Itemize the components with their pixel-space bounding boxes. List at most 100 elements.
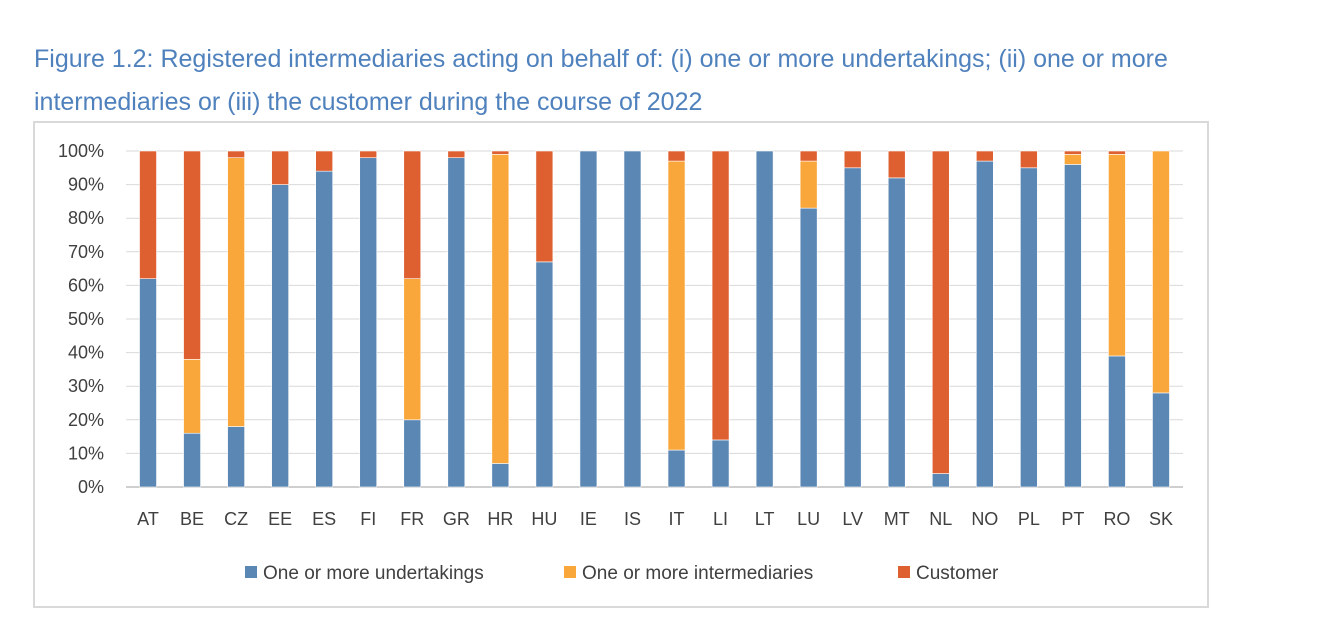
bar-mt-series-3 [887, 150, 906, 179]
bar-pl-series-1 [1020, 167, 1038, 488]
bar-lu-series-1 [799, 207, 818, 488]
y-tick-label: 70% [68, 242, 104, 262]
bar-ro-series-1 [1108, 355, 1126, 488]
bar-ee-series-1 [271, 184, 289, 488]
x-tick-label-it: IT [669, 509, 685, 529]
x-tick-label-cz: CZ [224, 509, 248, 529]
bar-lt-series-1 [755, 150, 774, 488]
bar-lu-series-2 [799, 160, 818, 209]
x-tick-label-pt: PT [1061, 509, 1084, 529]
bar-no-series-1 [976, 160, 994, 488]
x-tick-label-at: AT [137, 509, 159, 529]
bar-sk-series-1 [1152, 392, 1170, 488]
x-tick-label-ie: IE [580, 509, 597, 529]
bar-hu-series-3 [535, 150, 554, 263]
y-tick-label: 30% [68, 376, 104, 396]
bar-ro-series-2 [1108, 154, 1126, 357]
bar-li-series-1 [711, 439, 730, 488]
x-axis-ticks: AT BE CZ EE ES FI FR GR HR HU IE IS IT LI LT LU LV MT NL NO… [137, 509, 1173, 529]
bar-fi-series-1 [359, 157, 378, 488]
bar-lu-series-3 [799, 150, 818, 162]
bar-hu-series-1 [535, 261, 554, 488]
bar-be-series-2 [183, 359, 201, 434]
bar-pt-series-3 [1064, 150, 1082, 155]
legend-swatch [564, 566, 576, 578]
y-tick-label: 60% [68, 275, 104, 295]
x-tick-label-nl: NL [929, 509, 952, 529]
legend-label: One or more intermediaries [582, 563, 813, 584]
bar-nl-series-1 [931, 473, 950, 488]
y-tick-label: 100% [58, 141, 104, 161]
x-tick-label-be: BE [180, 509, 204, 529]
y-tick-label: 40% [68, 343, 104, 363]
x-tick-label-lv: LV [842, 509, 863, 529]
bar-ro-series-3 [1108, 150, 1126, 155]
bar-sk-series-2 [1152, 150, 1170, 394]
bar-hr-series-1 [491, 463, 510, 488]
bar-nl-series-3 [931, 150, 950, 474]
bar-lv-series-3 [843, 150, 862, 169]
bar-es-series-1 [315, 170, 333, 488]
bar-fr-series-1 [403, 419, 422, 488]
bar-it-series-2 [667, 160, 686, 451]
bar-gr-series-3 [447, 150, 466, 159]
bar-cz-series-2 [227, 157, 245, 427]
bar-fi-series-3 [359, 150, 378, 159]
bar-pt-series-1 [1064, 164, 1082, 488]
bar-ie-series-1 [579, 150, 598, 488]
bar-es-series-3 [315, 150, 333, 172]
x-tick-label-gr: GR [443, 509, 470, 529]
x-tick-label-ro: RO [1103, 509, 1130, 529]
bar-gr-series-1 [447, 157, 466, 488]
x-tick-label-sk: SK [1149, 509, 1173, 529]
x-tick-label-fr: FR [400, 509, 424, 529]
bar-it-series-3 [667, 150, 686, 162]
x-tick-label-li: LI [713, 509, 728, 529]
bar-mt-series-1 [887, 177, 906, 488]
x-tick-label-ee: EE [268, 509, 292, 529]
bars [139, 150, 1170, 488]
bar-li-series-3 [711, 150, 730, 441]
bar-hr-series-3 [491, 150, 510, 155]
bar-no-series-3 [976, 150, 994, 162]
y-tick-label: 50% [68, 309, 104, 329]
x-tick-label-hu: HU [531, 509, 557, 529]
y-tick-label: 10% [68, 443, 104, 463]
x-tick-label-lu: LU [797, 509, 820, 529]
x-tick-label-mt: MT [884, 509, 910, 529]
legend-label: Customer [916, 563, 999, 584]
x-tick-label-fi: FI [360, 509, 376, 529]
x-tick-label-hr: HR [487, 509, 513, 529]
y-tick-label: 20% [68, 410, 104, 430]
figure-title: Figure 1.2: Registered intermediaries ac… [34, 45, 1168, 116]
y-tick-label: 0% [78, 477, 104, 497]
bar-fr-series-3 [403, 150, 422, 279]
bar-pl-series-3 [1020, 150, 1038, 169]
bar-it-series-1 [667, 449, 686, 488]
bar-at-series-1 [139, 278, 157, 488]
bar-is-series-1 [623, 150, 642, 488]
y-tick-label: 90% [68, 175, 104, 195]
legend-swatch [245, 566, 257, 578]
bar-fr-series-2 [403, 278, 422, 421]
x-tick-label-pl: PL [1018, 509, 1040, 529]
bar-pt-series-2 [1064, 154, 1082, 165]
x-tick-label-no: NO [971, 509, 998, 529]
x-tick-label-is: IS [624, 509, 641, 529]
legend-label: One or more undertakings [263, 563, 484, 584]
bar-lv-series-1 [843, 167, 862, 488]
bar-at-series-3 [139, 150, 157, 279]
bar-be-series-3 [183, 150, 201, 360]
bar-be-series-1 [183, 432, 201, 488]
bar-ee-series-3 [271, 150, 289, 185]
gridlines [126, 150, 1183, 488]
y-tick-label: 80% [68, 208, 104, 228]
bar-cz-series-1 [227, 426, 245, 488]
y-axis-ticks: 0% 10% 20% 30% 40% 50% 60% 70% 80% 90% 100% [58, 141, 104, 497]
x-tick-label-lt: LT [755, 509, 775, 529]
bar-hr-series-2 [491, 154, 510, 464]
bar-cz-series-3 [227, 150, 245, 159]
x-tick-label-es: ES [312, 509, 336, 529]
